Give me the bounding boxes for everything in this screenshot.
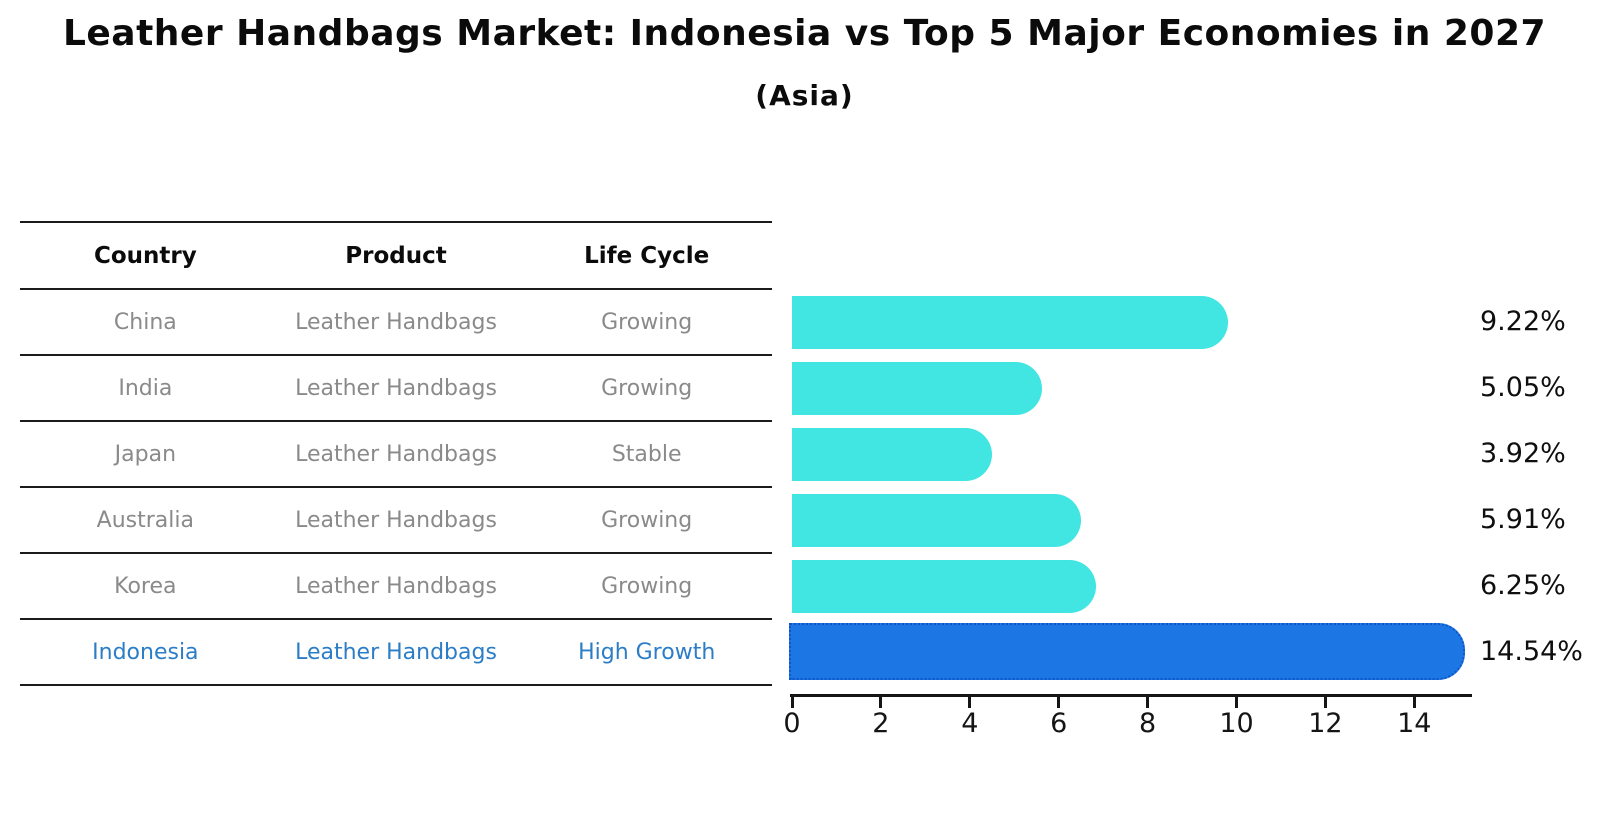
table-cell-country: Indonesia bbox=[92, 639, 199, 665]
x-axis-tick-label: 6 bbox=[1050, 708, 1068, 739]
table-cell-lifecycle: Growing bbox=[601, 309, 693, 335]
bar-value-label: 5.91% bbox=[1480, 504, 1566, 535]
x-axis-tick-label: 14 bbox=[1397, 708, 1432, 739]
bar-value-label: 6.25% bbox=[1480, 570, 1566, 601]
table-cell-country: China bbox=[113, 309, 177, 335]
table-row: Australia Leather Handbags Growing bbox=[20, 489, 772, 551]
table-cell-product: Leather Handbags bbox=[295, 573, 497, 599]
bar-value-label: 14.54% bbox=[1480, 636, 1583, 667]
table-cell-country: Japan bbox=[114, 441, 177, 467]
bar-indonesia bbox=[789, 623, 1466, 680]
bar-india bbox=[792, 361, 1043, 415]
table-cell-lifecycle: Stable bbox=[611, 441, 682, 467]
bar-korea bbox=[792, 559, 1096, 613]
bar-australia bbox=[792, 493, 1081, 547]
table-cell-lifecycle: High Growth bbox=[578, 639, 716, 665]
table-cell-product: Leather Handbags bbox=[295, 507, 497, 533]
table-rule bbox=[20, 221, 772, 223]
table-cell-lifecycle: Growing bbox=[601, 507, 693, 533]
chart-title: Leather Handbags Market: Indonesia vs To… bbox=[62, 13, 1547, 54]
x-axis-tick bbox=[1235, 697, 1238, 708]
table-rule bbox=[20, 618, 772, 620]
bar-japan bbox=[792, 427, 993, 481]
table-cell-country: India bbox=[118, 375, 173, 401]
x-axis-tick bbox=[879, 697, 883, 708]
bar-value-label: 5.05% bbox=[1480, 372, 1566, 403]
table-cell-product: Leather Handbags bbox=[295, 639, 497, 665]
x-axis-tick-label: 4 bbox=[961, 708, 979, 739]
table-row: China Leather Handbags Growing bbox=[20, 291, 772, 353]
table-rule bbox=[20, 420, 772, 422]
x-axis-line bbox=[790, 694, 1472, 697]
table-header-lifecycle: Life Cycle bbox=[584, 242, 710, 269]
x-axis-tick-label: 12 bbox=[1308, 708, 1343, 739]
x-axis-tick bbox=[1146, 697, 1150, 708]
x-axis-tick bbox=[1057, 697, 1061, 708]
x-axis-tick bbox=[1323, 697, 1327, 708]
table-header-row: Country Product Life Cycle bbox=[20, 224, 772, 287]
chart-subtitle: (Asia) bbox=[755, 79, 854, 112]
table-cell-country: Korea bbox=[114, 573, 177, 599]
bar-value-label: 3.92% bbox=[1480, 438, 1566, 469]
table-rule bbox=[20, 552, 772, 554]
table-cell-country: Australia bbox=[96, 507, 194, 533]
table-cell-lifecycle: Growing bbox=[601, 375, 693, 401]
bar-value-label: 9.22% bbox=[1480, 306, 1566, 337]
table-row: Korea Leather Handbags Growing bbox=[20, 555, 772, 617]
x-axis-tick bbox=[790, 697, 794, 708]
table-cell-product: Leather Handbags bbox=[295, 375, 497, 401]
table-rule bbox=[20, 354, 772, 356]
table-header-country: Country bbox=[93, 242, 197, 269]
table-rule bbox=[20, 288, 772, 290]
table-cell-lifecycle: Growing bbox=[601, 573, 693, 599]
x-axis-tick-label: 8 bbox=[1139, 708, 1157, 739]
bar-china bbox=[792, 295, 1228, 349]
x-axis-tick bbox=[968, 697, 972, 708]
x-axis-tick-label: 10 bbox=[1219, 708, 1254, 739]
table-header-product: Product bbox=[345, 242, 447, 269]
x-axis-tick-label: 2 bbox=[872, 708, 890, 739]
table-cell-product: Leather Handbags bbox=[295, 441, 497, 467]
x-axis-tick bbox=[1412, 697, 1416, 708]
table-rule bbox=[20, 486, 772, 488]
table-row: Indonesia Leather Handbags High Growth bbox=[20, 621, 772, 683]
table-row: India Leather Handbags Growing bbox=[20, 357, 772, 419]
table-rule bbox=[20, 684, 772, 686]
x-axis-tick-label: 0 bbox=[783, 708, 801, 739]
table-row: Japan Leather Handbags Stable bbox=[20, 423, 772, 485]
table-cell-product: Leather Handbags bbox=[295, 309, 497, 335]
